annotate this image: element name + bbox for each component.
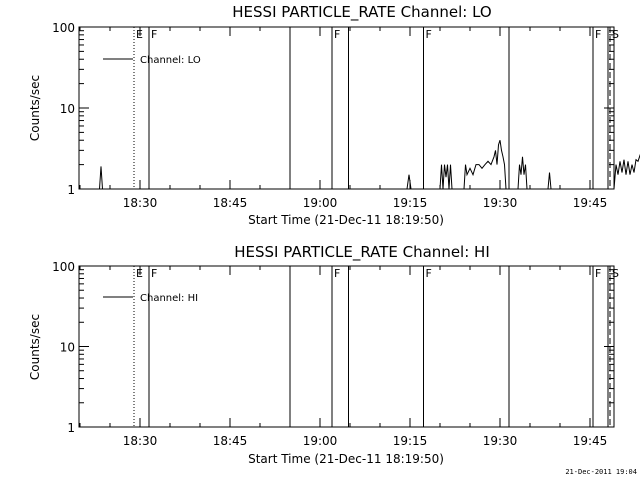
event-marker-label: F	[151, 28, 157, 41]
chart-title-hi: HESSI PARTICLE_RATE Channel: HI	[234, 243, 490, 262]
event-marker-label: S	[612, 267, 619, 280]
y-axis-label-hi: Counts/sec	[28, 314, 42, 380]
y-tick-label: 10	[60, 102, 75, 116]
x-tick-label: 18:30	[123, 196, 158, 210]
chart-title-lo: HESSI PARTICLE_RATE Channel: LO	[232, 3, 491, 22]
x-tick-label: 18:30	[123, 434, 158, 448]
marker-labels-hi: EFFFFSE	[136, 267, 619, 280]
panel-hi: HESSI PARTICLE_RATE Channel: HI EFFFFSE …	[28, 243, 619, 466]
y-ticks-lo	[79, 26, 614, 190]
x-tick-label: 19:00	[303, 196, 338, 210]
y-ticks-hi	[79, 265, 614, 428]
y-tick-label: 100	[52, 21, 75, 35]
event-marker-label: F	[334, 28, 340, 41]
x-tick-label: 19:45	[573, 434, 608, 448]
timestamp: 21-Dec-2011 19:04	[565, 468, 637, 476]
panel-lo: HESSI PARTICLE_RATE Channel: LO EFFFFSE …	[28, 3, 640, 227]
marker-labels-lo: EFFFFSE	[136, 28, 619, 41]
x-tick-label: 18:45	[213, 196, 248, 210]
y-tick-label: 1	[67, 421, 75, 435]
event-marker-label: F	[151, 267, 157, 280]
event-marker-label: F	[334, 267, 340, 280]
x-tick-label: 19:30	[483, 196, 518, 210]
x-tick-label: 19:15	[393, 196, 428, 210]
series-line	[99, 140, 640, 190]
x-tick-label: 19:45	[573, 196, 608, 210]
y-tick-label: 10	[60, 341, 75, 355]
legend-hi: Channel: HI	[103, 293, 198, 304]
plot-frame-lo	[78, 26, 615, 190]
event-marker-label: F	[595, 28, 601, 41]
plot-frame-hi	[78, 265, 615, 428]
event-marker-label: F	[595, 267, 601, 280]
legend-label-hi: Channel: HI	[140, 293, 198, 304]
x-tick-labels-lo: 18:30 18:45 19:00 19:15 19:30 19:45	[123, 196, 608, 210]
x-tick-labels-hi: 18:30 18:45 19:00 19:15 19:30 19:45	[123, 434, 608, 448]
y-tick-label: 100	[52, 260, 75, 274]
y-tick-labels-hi: 1 10 100	[52, 260, 75, 435]
legend-label-lo: Channel: LO	[140, 55, 201, 66]
x-axis-label-hi: Start Time (21-Dec-11 18:19:50)	[248, 452, 444, 466]
x-tick-label: 19:00	[303, 434, 338, 448]
y-axis-label-lo: Counts/sec	[28, 75, 42, 141]
legend-lo: Channel: LO	[103, 55, 201, 66]
event-marker-label: S	[612, 28, 619, 41]
series-lo	[99, 140, 640, 190]
markers-hi	[133, 266, 611, 427]
x-tick-label: 19:15	[393, 434, 428, 448]
y-tick-labels-lo: 1 10 100	[52, 21, 75, 197]
x-ticks-hi	[79, 266, 591, 427]
event-marker-label: F	[426, 267, 432, 280]
x-axis-label-lo: Start Time (21-Dec-11 18:19:50)	[248, 213, 444, 227]
y-tick-label: 1	[67, 183, 75, 197]
markers-lo	[133, 27, 611, 189]
event-marker-label: F	[426, 28, 432, 41]
x-tick-label: 18:45	[213, 434, 248, 448]
x-ticks-lo	[79, 27, 591, 189]
x-tick-label: 19:30	[483, 434, 518, 448]
